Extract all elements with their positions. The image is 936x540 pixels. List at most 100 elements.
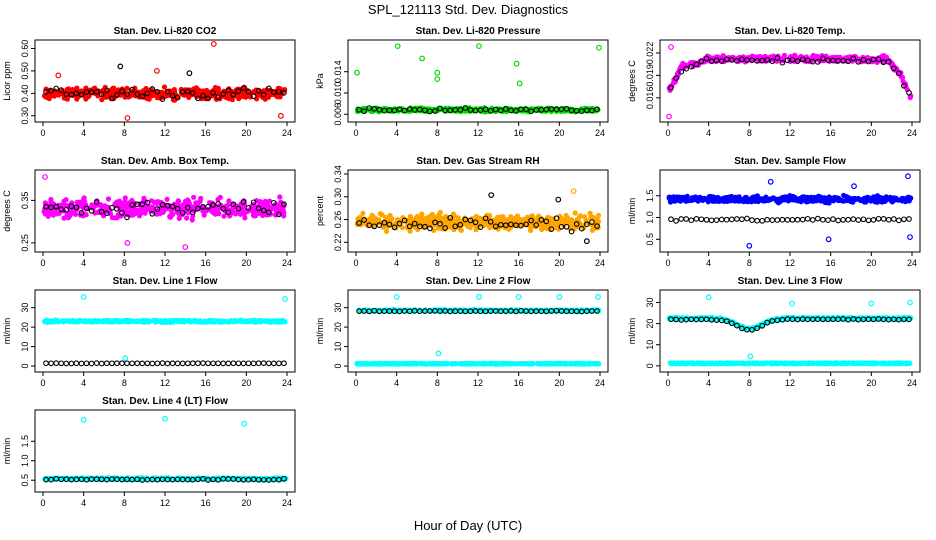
data-point (161, 84, 168, 90)
data-point (857, 360, 863, 366)
data-point (422, 107, 428, 114)
outlier-point (354, 69, 360, 76)
x-tick-label: 20 (554, 258, 564, 268)
y-axis-label: degrees C (627, 60, 637, 102)
data-point (195, 95, 201, 102)
data-point (536, 360, 542, 367)
data-point (119, 88, 125, 95)
x-tick-label: 12 (785, 258, 795, 268)
data-point (279, 317, 285, 324)
data-point (698, 216, 705, 223)
data-point (588, 213, 595, 219)
data-point (144, 90, 151, 97)
data-point (447, 214, 454, 221)
data-point (839, 360, 845, 367)
outlier-point (182, 244, 189, 251)
data-point (250, 360, 257, 367)
data-point (492, 106, 499, 113)
data-point (265, 360, 272, 367)
data-point (124, 360, 130, 367)
data-point (371, 223, 378, 230)
data-point (477, 224, 484, 230)
data-point (901, 216, 907, 223)
data-point (523, 221, 529, 228)
data-point (161, 318, 167, 324)
data-point (383, 228, 390, 234)
x-tick-label: 16 (514, 258, 524, 268)
x-tick-label: 0 (40, 128, 45, 138)
x-tick-label: 12 (785, 128, 795, 138)
data-point (432, 108, 438, 114)
data-point (88, 207, 95, 214)
data-point (594, 308, 600, 314)
data-point (165, 318, 171, 325)
data-point (467, 217, 474, 224)
x-tick-label: 12 (785, 378, 795, 388)
data-point (225, 202, 231, 208)
data-point (563, 105, 570, 112)
x-tick-label: 12 (473, 128, 483, 138)
data-point (265, 85, 272, 92)
data-point (436, 211, 442, 217)
x-tick-label: 8 (435, 258, 440, 268)
data-point (573, 221, 580, 227)
data-point (250, 93, 257, 100)
x-tick-label: 4 (706, 128, 711, 138)
y-tick-label: 0.014 (333, 60, 343, 83)
data-point (281, 201, 287, 208)
data-point (885, 58, 892, 65)
data-point (179, 360, 186, 367)
data-point (865, 360, 871, 366)
data-point (457, 221, 464, 228)
outlier-point (746, 242, 753, 249)
data-point (548, 216, 554, 222)
data-point (814, 54, 820, 61)
data-point (482, 215, 489, 222)
y-tick-label: 0.34 (333, 165, 343, 183)
outlier-point (476, 294, 482, 300)
data-point (487, 218, 494, 225)
data-point (487, 108, 494, 114)
data-point (43, 360, 49, 367)
data-point (790, 360, 796, 366)
data-point (362, 361, 369, 367)
data-point (843, 198, 850, 204)
data-point (403, 361, 409, 367)
x-tick-label: 24 (595, 128, 605, 138)
data-point (804, 215, 811, 222)
data-point (386, 361, 392, 367)
data-point (235, 205, 242, 212)
data-point (588, 360, 595, 367)
data-point (835, 217, 841, 224)
data-point (143, 319, 149, 325)
data-point (845, 360, 852, 366)
data-point (225, 209, 232, 216)
data-point (169, 203, 176, 210)
data-point (78, 360, 85, 367)
data-point (205, 203, 211, 210)
data-point (688, 217, 695, 224)
y-tick-label: 1.0 (645, 211, 655, 224)
data-point (274, 94, 280, 100)
data-point (830, 216, 836, 222)
data-point (723, 56, 730, 63)
outlier-point (789, 300, 795, 307)
y-tick-label: 0 (20, 364, 30, 369)
data-point (386, 221, 393, 228)
data-point (814, 59, 821, 65)
data-point (435, 225, 441, 231)
outlier-point (516, 80, 523, 87)
data-point (114, 92, 120, 98)
data-point (692, 197, 699, 203)
data-point (668, 360, 675, 366)
data-point (672, 196, 678, 202)
data-point (815, 360, 822, 366)
data-point (361, 108, 367, 115)
x-tick-label: 0 (40, 258, 45, 268)
data-point (369, 361, 375, 367)
y-tick-label: 0.5 (645, 233, 655, 246)
x-tick-label: 8 (435, 128, 440, 138)
y-tick-label: 0.60 (20, 40, 30, 58)
y-tick-label: 10 (20, 342, 30, 352)
